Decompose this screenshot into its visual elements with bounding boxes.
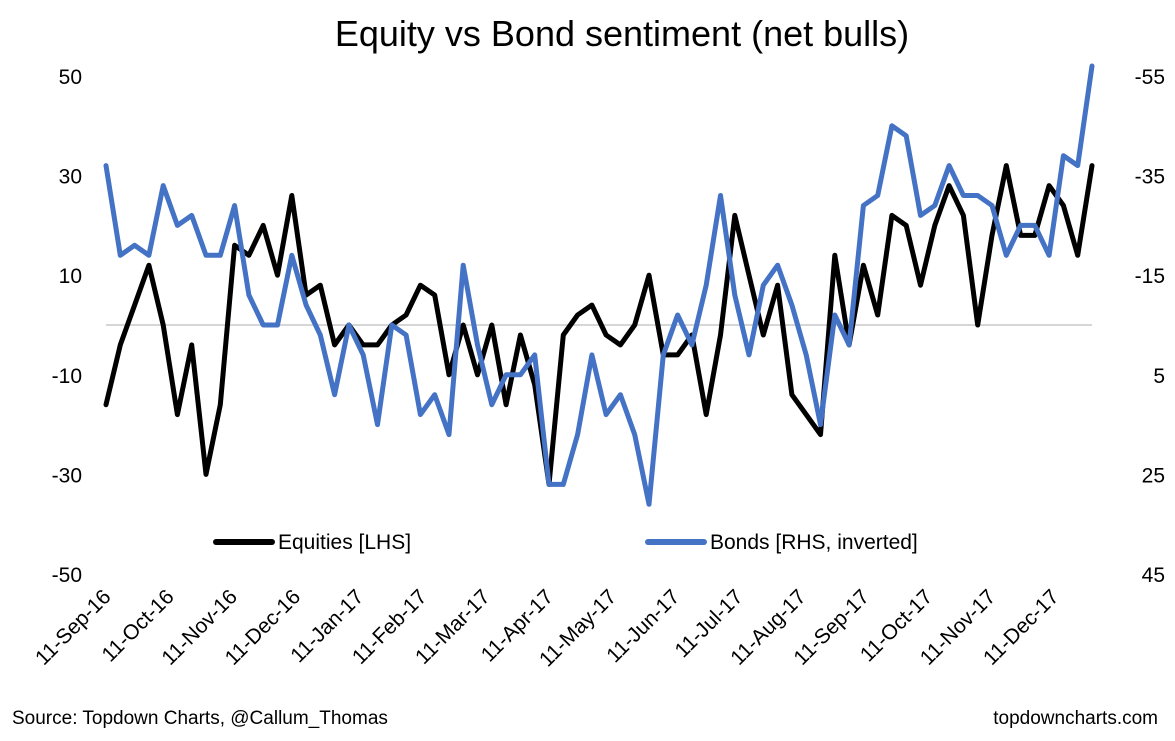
chart-title: Equity vs Bond sentiment (net bulls)	[335, 13, 909, 54]
right-tick-label: -55	[1135, 66, 1165, 89]
right-tick-label: 25	[1142, 464, 1165, 487]
legend: Equities [LHS] Bonds [RHS, inverted]	[213, 531, 918, 554]
x-axis: 11-Sep-1611-Oct-1611-Nov-1611-Dec-1611-J…	[31, 585, 1064, 671]
left-tick-label: 10	[59, 265, 82, 288]
right-tick-label: -35	[1135, 166, 1165, 189]
legend-label-equities: Equities [LHS]	[278, 531, 411, 554]
x-tick-label: 11-Sep-16	[31, 585, 116, 670]
series-line-bonds	[103, 63, 1095, 507]
site-credit: topdowncharts.com	[993, 708, 1158, 729]
right-tick-label: -15	[1135, 265, 1165, 288]
left-tick-label: -10	[52, 365, 82, 388]
series-line-equities	[103, 163, 1095, 487]
right-tick-label: 45	[1142, 564, 1165, 587]
left-tick-label: 50	[59, 66, 82, 89]
source-note: Source: Topdown Charts, @Callum_Thomas	[12, 708, 388, 729]
legend-label-bonds: Bonds [RHS, inverted]	[710, 531, 918, 554]
right-tick-label: 5	[1153, 365, 1165, 388]
left-tick-label: -30	[52, 464, 82, 487]
right-axis: -55 -35 -15 5 25 45	[1135, 66, 1165, 587]
left-axis: 50 30 10 -10 -30 -50	[52, 66, 82, 587]
series-layer	[103, 63, 1095, 507]
left-tick-label: -50	[52, 564, 82, 587]
left-tick-label: 30	[59, 166, 82, 189]
